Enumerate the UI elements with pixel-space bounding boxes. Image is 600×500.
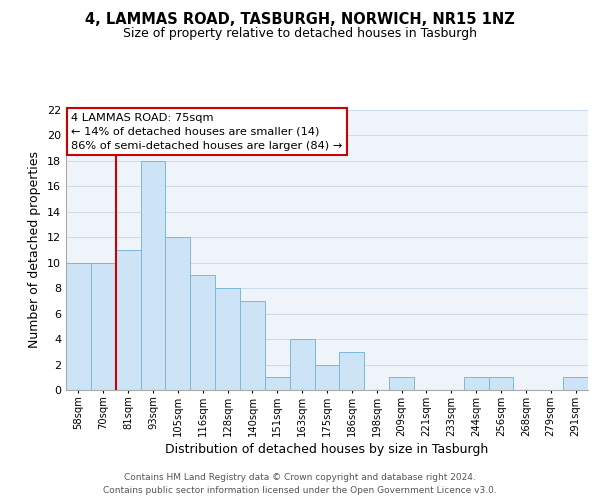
Bar	[314, 364, 340, 390]
Text: 4 LAMMAS ROAD: 75sqm
← 14% of detached houses are smaller (14)
86% of semi-detac: 4 LAMMAS ROAD: 75sqm ← 14% of detached h…	[71, 113, 343, 151]
Bar	[464, 378, 488, 390]
Bar	[265, 378, 290, 390]
Text: Size of property relative to detached houses in Tasburgh: Size of property relative to detached ho…	[123, 28, 477, 40]
Y-axis label: Number of detached properties: Number of detached properties	[28, 152, 41, 348]
X-axis label: Distribution of detached houses by size in Tasburgh: Distribution of detached houses by size …	[166, 443, 488, 456]
Text: Contains public sector information licensed under the Open Government Licence v3: Contains public sector information licen…	[103, 486, 497, 495]
Bar	[166, 238, 190, 390]
Bar	[563, 378, 588, 390]
Bar	[488, 378, 514, 390]
Bar	[215, 288, 240, 390]
Bar	[91, 262, 116, 390]
Text: 4, LAMMAS ROAD, TASBURGH, NORWICH, NR15 1NZ: 4, LAMMAS ROAD, TASBURGH, NORWICH, NR15 …	[85, 12, 515, 28]
Bar	[340, 352, 364, 390]
Bar	[240, 301, 265, 390]
Bar	[116, 250, 140, 390]
Bar	[290, 339, 314, 390]
Bar	[140, 161, 166, 390]
Bar	[389, 378, 414, 390]
Text: Contains HM Land Registry data © Crown copyright and database right 2024.: Contains HM Land Registry data © Crown c…	[124, 472, 476, 482]
Bar	[190, 276, 215, 390]
Bar	[66, 262, 91, 390]
